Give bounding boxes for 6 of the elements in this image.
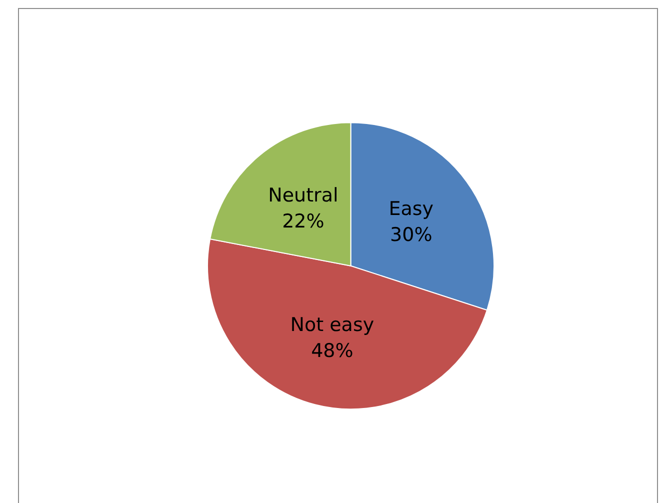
- data-label: 48%: [311, 340, 354, 362]
- slice-label: Easy: [388, 198, 434, 220]
- data-label: 22%: [282, 210, 324, 232]
- slice-label: Neutral: [268, 184, 338, 206]
- slice-label: Not easy: [290, 314, 374, 336]
- data-label: 30%: [390, 224, 432, 246]
